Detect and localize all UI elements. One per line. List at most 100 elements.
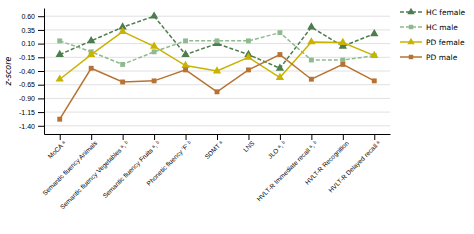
tick-mark bbox=[38, 126, 44, 127]
tick: -0.15 bbox=[19, 54, 44, 61]
marker bbox=[307, 22, 315, 29]
marker bbox=[246, 67, 251, 72]
marker bbox=[213, 66, 221, 73]
tick-mark bbox=[186, 134, 187, 140]
marker bbox=[57, 117, 62, 122]
marker bbox=[215, 89, 220, 94]
tick-mark bbox=[374, 134, 375, 140]
tick-label: SDMT ᵃ bbox=[203, 139, 224, 160]
tick-mark bbox=[38, 71, 44, 72]
marker bbox=[181, 61, 189, 68]
tick: MoCA ᵃ bbox=[46, 134, 67, 160]
marker bbox=[215, 38, 220, 43]
legend: HC female HC male PD female PD male bbox=[400, 8, 466, 62]
tick-label: HVLT-R Delayed recall ᵃ bbox=[327, 139, 382, 194]
legend-symbol bbox=[409, 55, 413, 59]
marker bbox=[246, 38, 251, 43]
tick: -1.15 bbox=[19, 109, 44, 116]
tick-label: HVLT-R Immediate recall ᵃ, ᵇ bbox=[255, 139, 319, 203]
tick-label: -0.15 bbox=[19, 54, 35, 61]
marker bbox=[56, 74, 64, 81]
marker bbox=[152, 78, 157, 83]
series bbox=[57, 52, 376, 122]
legend-symbol bbox=[407, 38, 414, 44]
grid-line bbox=[44, 16, 390, 17]
y-axis-title: z-score bbox=[4, 57, 13, 87]
legend-label: PD female bbox=[426, 38, 465, 47]
marker bbox=[87, 36, 95, 43]
legend-symbol bbox=[407, 8, 414, 14]
grid-line bbox=[44, 98, 390, 99]
legend-symbol bbox=[409, 25, 413, 29]
legend-item: PD female bbox=[400, 38, 465, 47]
marker bbox=[183, 67, 188, 72]
tick-label: MoCA ᵃ bbox=[46, 139, 67, 160]
grid-line bbox=[44, 112, 390, 113]
grid-line bbox=[44, 125, 390, 126]
marker bbox=[276, 63, 284, 70]
marks bbox=[56, 11, 379, 121]
tick: Phonetic fluency 'F' ᵇ bbox=[145, 134, 194, 188]
tick-mark bbox=[217, 134, 218, 140]
tick-mark bbox=[248, 134, 249, 140]
marker bbox=[307, 37, 315, 44]
marker bbox=[276, 73, 284, 80]
tick-label: -0.40 bbox=[19, 68, 35, 75]
marker bbox=[57, 38, 62, 43]
tick-label: Semantic fluency Fruits ᵃ, ᵇ bbox=[101, 139, 162, 200]
tick-mark bbox=[38, 44, 44, 45]
tick-mark bbox=[38, 30, 44, 31]
y-axis: -1.40-1.15-0.90-0.65-0.40-0.150.100.350.… bbox=[19, 9, 44, 135]
legend-label: HC female bbox=[426, 8, 466, 17]
marker bbox=[370, 29, 378, 36]
marker bbox=[89, 66, 94, 71]
tick-mark bbox=[38, 112, 44, 113]
marker bbox=[118, 27, 126, 34]
plot: -1.40-1.15-0.90-0.65-0.40-0.150.100.350.… bbox=[19, 9, 390, 212]
tick-label: Semantic fluency Animals bbox=[41, 139, 100, 198]
tick: HVLT-R Delayed recall ᵃ bbox=[327, 134, 382, 194]
tick-label: -0.65 bbox=[19, 81, 35, 88]
tick-label: -1.40 bbox=[19, 123, 35, 130]
tick-mark bbox=[343, 134, 344, 140]
tick-label: 0.60 bbox=[21, 13, 35, 20]
legend-item: PD male bbox=[400, 53, 458, 62]
x-axis: MoCA ᵃSemantic fluency AnimalsSemantic f… bbox=[41, 134, 391, 211]
line bbox=[60, 33, 375, 65]
marker bbox=[56, 50, 64, 57]
tick: Semantic fluency Vegetables ᵃ, ᵇ bbox=[58, 134, 130, 211]
series bbox=[57, 30, 376, 67]
grid bbox=[44, 16, 390, 126]
marker bbox=[87, 50, 95, 57]
tick: LNS bbox=[242, 134, 256, 153]
tick-mark bbox=[60, 134, 61, 140]
marker bbox=[244, 52, 252, 59]
tick: -0.65 bbox=[19, 81, 44, 88]
tick-mark bbox=[91, 134, 92, 140]
marker bbox=[309, 58, 314, 63]
tick-label: LNS bbox=[242, 139, 256, 153]
marker bbox=[150, 11, 158, 18]
tick-label: JLO ᵃ, ᵇ bbox=[266, 139, 287, 160]
marker bbox=[183, 38, 188, 43]
tick-label: Phonetic fluency 'F' ᵇ bbox=[145, 139, 194, 188]
axis-line bbox=[44, 9, 45, 135]
marker bbox=[277, 30, 282, 35]
tick-mark bbox=[38, 98, 44, 99]
tick-mark bbox=[123, 134, 124, 140]
legend-label: HC male bbox=[426, 23, 458, 32]
series bbox=[56, 11, 379, 70]
legend-item: HC male bbox=[400, 23, 458, 32]
tick: -0.40 bbox=[19, 68, 44, 75]
marker bbox=[181, 50, 189, 57]
legend-label: PD male bbox=[426, 53, 458, 62]
line bbox=[60, 55, 375, 120]
grid-line bbox=[44, 29, 390, 30]
chart: -1.40-1.15-0.90-0.65-0.40-0.150.100.350.… bbox=[0, 0, 474, 234]
tick: Semantic fluency Fruits ᵃ, ᵇ bbox=[101, 134, 162, 200]
tick: -0.90 bbox=[19, 95, 44, 102]
tick-mark bbox=[38, 16, 44, 17]
tick-label: -1.15 bbox=[19, 109, 35, 116]
grid-line bbox=[44, 57, 390, 58]
marker bbox=[277, 52, 282, 57]
